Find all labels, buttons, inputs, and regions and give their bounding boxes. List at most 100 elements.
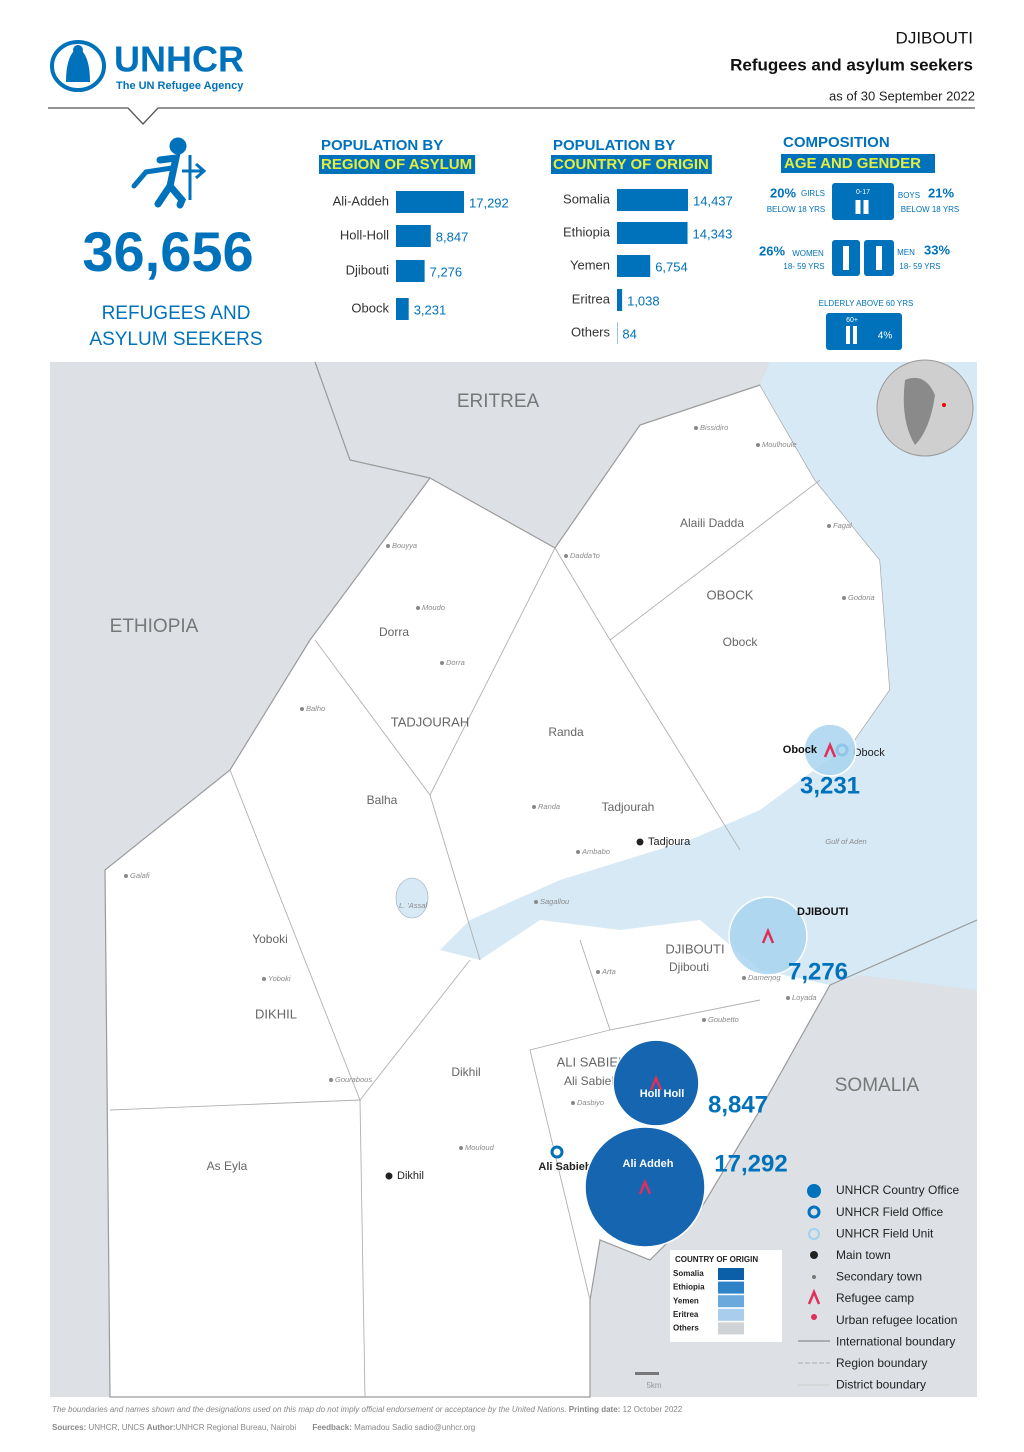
- header-rule: [48, 108, 975, 124]
- town-label: Ambabo: [581, 847, 610, 856]
- category-label: Somalia: [563, 191, 611, 206]
- town-label: Balho: [306, 704, 325, 713]
- women-age: 18- 59 YRS: [783, 262, 824, 271]
- value-label: 7,276: [430, 264, 463, 279]
- legend-label: District boundary: [836, 1378, 926, 1392]
- origin-legend-swatch: [718, 1309, 744, 1321]
- bar: [617, 255, 650, 277]
- category-label: Eritrea: [572, 291, 611, 306]
- men-label: MEN: [897, 248, 915, 257]
- town-dot: [576, 850, 580, 854]
- globe-marker: [942, 403, 946, 407]
- scale-bar: [635, 1372, 659, 1375]
- camp-value: 7,276: [788, 958, 848, 985]
- lake: [396, 878, 428, 918]
- legend-label: Refugee camp: [836, 1291, 914, 1305]
- elderly-pct: 4%: [878, 331, 893, 342]
- value-label: 3,231: [414, 302, 447, 317]
- district-label: Dikhil: [451, 1065, 480, 1079]
- origin-legend-swatch: [718, 1295, 744, 1307]
- map: COUNTRY OF ORIGIN 5km ERITREA ETHIOPIA SOM…: [50, 360, 977, 1397]
- legend-label: Secondary town: [836, 1270, 922, 1284]
- town-dot: [262, 977, 266, 981]
- town-dot: [532, 805, 536, 809]
- town-dot: [329, 1078, 333, 1082]
- country-label: SOMALIA: [835, 1075, 920, 1096]
- town-label: Goubetto: [708, 1015, 739, 1024]
- town-dot: [459, 1146, 463, 1150]
- town-dot: [440, 661, 444, 665]
- town-dot: [742, 976, 746, 980]
- credits: Sources: UNHCR, UNCS Author:UNHCR Region…: [52, 1423, 475, 1432]
- boys-label: BOYS: [898, 191, 920, 200]
- origin-legend-label: Yemen: [673, 1296, 699, 1305]
- men-age: 18- 59 YRS: [899, 262, 940, 271]
- town-dot: [756, 443, 760, 447]
- legend-label: UNHCR Field Office: [836, 1205, 943, 1219]
- total-value: 36,656: [82, 220, 253, 283]
- total-label: ASYLUM SEEKERS: [89, 329, 262, 350]
- district-label: Tadjourah: [602, 800, 655, 814]
- boys-age: BELOW 18 YRS: [901, 205, 960, 214]
- town-label: Godoria: [848, 593, 875, 602]
- bar: [396, 298, 409, 320]
- town-dot: [124, 874, 128, 878]
- district-label: Djibouti: [669, 960, 709, 974]
- town-label: Dasbiyo: [577, 1098, 604, 1107]
- legend-label: UNHCR Country Office: [836, 1183, 959, 1197]
- country-label: ERITREA: [457, 391, 540, 412]
- main-town-dot: [385, 1172, 393, 1180]
- child-age: 0-17: [856, 189, 870, 196]
- scale-label: 5km: [646, 1381, 661, 1390]
- bar: [396, 260, 425, 282]
- category-label: Ali-Addeh: [333, 193, 389, 208]
- value-label: 84: [622, 326, 636, 341]
- bar: [396, 191, 464, 213]
- men-pct: 33%: [924, 242, 950, 257]
- camp-name: Holl Holl: [640, 1088, 685, 1100]
- value-label: 14,437: [693, 193, 733, 208]
- logo-tagline: The UN Refugee Agency: [116, 80, 244, 92]
- region-label: OBOCK: [707, 587, 754, 602]
- boys-pct: 21%: [928, 185, 954, 200]
- town-dot: [842, 596, 846, 600]
- town-dot: [694, 426, 698, 430]
- country-label: ETHIOPIA: [110, 616, 199, 637]
- origin-legend-label: Others: [673, 1324, 699, 1333]
- town-dot: [534, 900, 538, 904]
- origin-legend-swatch: [718, 1268, 744, 1280]
- camp-value: 3,231: [800, 772, 860, 799]
- origin-legend-label: Ethiopia: [673, 1283, 705, 1292]
- camp-name: Obock: [783, 744, 818, 756]
- origin-legend-swatch: [718, 1322, 744, 1334]
- girls-label: GIRLS: [801, 189, 825, 198]
- camp-value: 8,847: [708, 1091, 768, 1118]
- value-label: 8,847: [436, 229, 469, 244]
- camp-bubble: [585, 1127, 705, 1247]
- origin-legend-swatch: [718, 1282, 744, 1294]
- town-dot: [702, 1018, 706, 1022]
- legend-label: Region boundary: [836, 1356, 927, 1370]
- town-label: Bouyya: [392, 541, 417, 550]
- category-label: Obock: [351, 300, 389, 315]
- chart-title: POPULATION BY: [321, 137, 443, 154]
- main-town-label: Tadjoura: [648, 836, 691, 848]
- town-dot: [300, 707, 304, 711]
- logo-text: UNHCR: [114, 39, 244, 80]
- women-label: WOMEN: [792, 249, 824, 258]
- origin-legend-title: COUNTRY OF ORIGIN: [675, 1255, 758, 1264]
- value-label: 6,754: [655, 259, 688, 274]
- town-label: Dadda'to: [570, 551, 600, 560]
- category-label: Holl-Holl: [340, 227, 389, 242]
- elderly-age: 60+: [846, 317, 858, 324]
- category-label: Yemen: [570, 257, 610, 272]
- region-label: DIKHIL: [255, 1006, 297, 1021]
- town-label: Moudo: [422, 603, 445, 612]
- chart-subtitle: REGION OF ASYLUM: [321, 156, 472, 173]
- category-label: Others: [571, 324, 611, 339]
- header-title: Refugees and asylum seekers: [730, 55, 973, 74]
- bar: [617, 222, 688, 244]
- composition-subtitle: AGE AND GENDER: [784, 155, 921, 172]
- district-label: Obock: [723, 635, 759, 649]
- category-label: Djibouti: [346, 262, 389, 277]
